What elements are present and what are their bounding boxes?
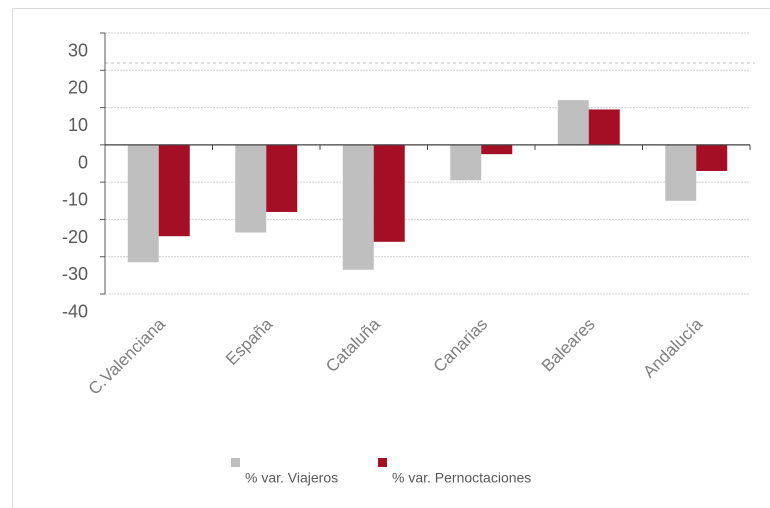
legend-swatch bbox=[378, 458, 387, 467]
bar bbox=[342, 144, 374, 270]
bar bbox=[266, 144, 298, 212]
bar bbox=[557, 100, 589, 145]
x-tick-label: C.Valenciana bbox=[85, 314, 169, 398]
frame bbox=[12, 8, 770, 508]
bar bbox=[481, 144, 513, 155]
bar bbox=[235, 144, 267, 233]
bar bbox=[127, 144, 159, 263]
y-tick-label: 0 bbox=[78, 152, 88, 172]
legend-label: % var. Pernoctaciones bbox=[392, 470, 531, 486]
x-tick-label: Cataluña bbox=[322, 314, 384, 376]
bar bbox=[450, 144, 482, 181]
y-tick-label: -40 bbox=[62, 301, 88, 321]
y-tick-label: -10 bbox=[62, 190, 88, 210]
bar bbox=[373, 144, 405, 242]
y-tick-label: -30 bbox=[62, 264, 88, 284]
legend-swatch bbox=[231, 458, 240, 467]
bar bbox=[696, 144, 728, 171]
bar bbox=[665, 144, 697, 201]
x-tick-label: Andalucía bbox=[639, 314, 706, 381]
y-tick-label: 10 bbox=[68, 115, 88, 135]
y-tick-label: 30 bbox=[68, 40, 88, 60]
legend-label: % var. Viajeros bbox=[245, 470, 338, 486]
y-tick-label: 20 bbox=[68, 78, 88, 98]
x-tick-label: España bbox=[222, 314, 277, 369]
x-tick-label: Baleares bbox=[538, 315, 599, 376]
y-tick-label: -20 bbox=[62, 227, 88, 247]
bar bbox=[158, 144, 190, 237]
x-tick-label: Canarias bbox=[430, 315, 492, 377]
bar bbox=[588, 109, 620, 145]
